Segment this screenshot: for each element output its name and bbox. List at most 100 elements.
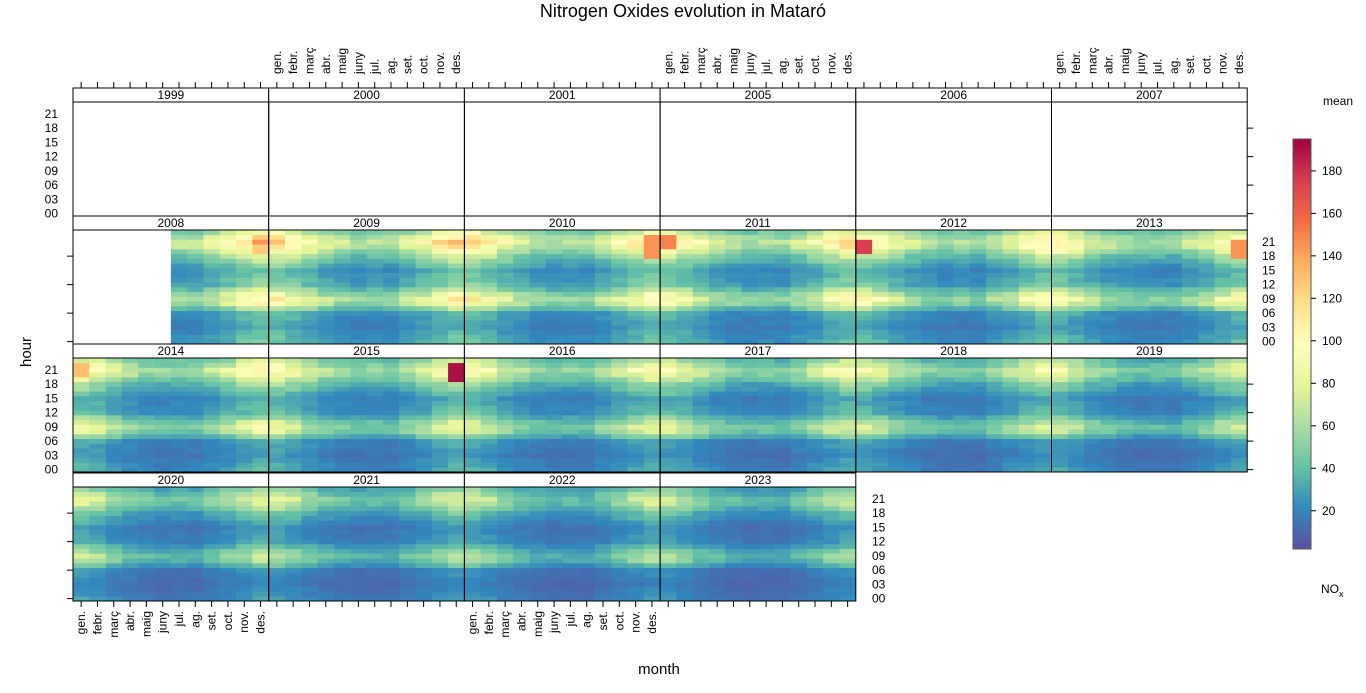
x-tick-label: abr. [1102,54,1116,74]
heat-cell [268,358,286,364]
heat-cell [350,296,367,302]
heat-cell [529,544,547,550]
heat-cell [399,534,416,540]
heat-cell [203,510,221,516]
heat-cell [806,434,824,440]
heat-cell [888,419,906,425]
heat-cell [1198,272,1215,278]
heat-cell [1149,386,1166,392]
heat-cell [872,329,889,335]
heat-cell [627,415,645,421]
heat-cell [757,334,775,340]
heat-cell [170,253,188,259]
heat-cell [301,591,318,597]
heat-cell [285,515,302,521]
heat-cell [1133,272,1150,278]
heat-cell [187,567,204,573]
heat-cell [921,301,938,307]
heat-cell [545,277,563,283]
heat-cell [497,429,514,435]
heat-cell [872,244,889,250]
heat-cell [236,320,253,326]
heat-cell [1230,320,1248,326]
heat-cell [1002,410,1020,416]
heat-cell [317,263,335,269]
heat-cell [529,515,547,521]
heat-cell [823,253,840,259]
heat-cell [1230,448,1248,454]
heat-cell [725,525,742,531]
heat-cell [660,419,677,425]
heat-cell [170,558,188,564]
heat-cell [121,419,139,425]
heat-cell [448,491,465,497]
heat-cell [497,405,514,411]
heat-cell [1035,448,1052,454]
heat-cell [399,310,416,316]
heat-cell [366,277,384,283]
heat-cell [1181,453,1199,459]
heat-cell [366,577,384,583]
heat-cell [73,372,90,378]
heat-cell [725,410,742,416]
panel-label-2021: 2021 [353,473,380,487]
y-tick-label: 00 [1262,335,1276,349]
heat-cell [187,462,204,468]
heat-cell [725,396,742,402]
heat-cell [1100,362,1118,368]
heat-cell [1035,329,1052,335]
heat-cell [562,296,579,302]
heat-cell [333,253,351,259]
heat-cell [415,381,433,387]
heat-cell [268,591,286,597]
heat-cell [366,258,384,264]
heat-cell [1067,287,1085,293]
heat-cell [545,362,563,368]
heat-cell [170,501,188,507]
heat-cell [611,496,628,502]
heat-cell [643,572,661,578]
heat-cell [1133,372,1150,378]
heat-cell [790,230,808,236]
heat-cell [203,310,221,316]
heat-cell [187,334,204,340]
panel-label-2000: 2000 [353,88,380,102]
heat-cell [154,396,172,402]
heat-cell [1230,424,1248,430]
heat-cell [953,396,971,402]
heat-cell [660,501,677,507]
heat-cell [611,268,628,274]
heat-cell [89,405,106,411]
heat-cell [464,467,482,473]
heat-cell [839,396,857,402]
heat-cell [594,253,612,259]
heat-cell [855,453,873,459]
heat-cell [350,534,367,540]
heat-cell [806,405,824,411]
heat-cell [1165,362,1183,368]
heat-cell [921,291,938,297]
heat-cell [350,263,367,269]
heat-cell [1067,377,1085,383]
heat-cell [562,544,579,550]
heat-cell [1116,291,1134,297]
heat-cell [285,467,302,473]
heat-cell [692,272,710,278]
heat-cell [790,253,808,259]
heat-cell [904,258,922,264]
heat-cell [741,377,759,383]
heat-cell [529,339,547,345]
heat-cell [627,577,645,583]
heat-cell [317,377,335,383]
heat-cell [105,448,123,454]
heat-cell [562,520,579,526]
heat-cell [448,315,465,321]
heat-cell [774,405,791,411]
heat-cell [757,405,775,411]
heat-cell [660,400,677,406]
heat-cell [170,272,188,278]
heat-cell [676,377,694,383]
heat-cell [562,496,579,502]
heat-cell [203,596,221,602]
heat-cell [676,496,694,502]
